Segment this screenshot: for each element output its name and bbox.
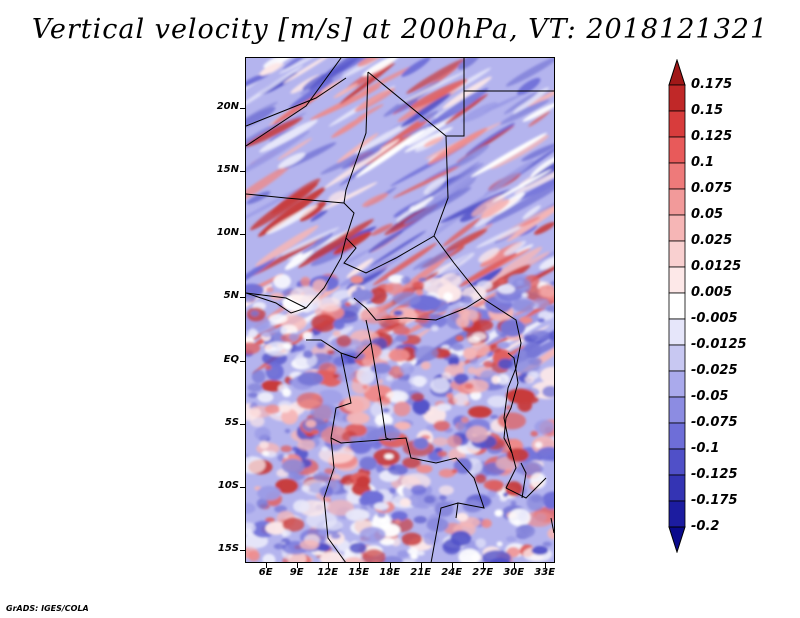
border-line (306, 319, 372, 359)
lat-tick-mark (240, 297, 245, 299)
border-line (246, 58, 342, 147)
colorbar-segment (668, 474, 686, 502)
lat-tick-label: 10S (217, 480, 239, 492)
colorbar-segment (668, 422, 686, 450)
country-borders (246, 58, 554, 562)
lat-tick-label: EQ (223, 353, 239, 365)
lat-tick-label: 15N (216, 163, 239, 175)
colorbar-label: 0.15 (691, 103, 724, 118)
lon-tick-mark (544, 563, 546, 568)
border-line (520, 462, 527, 499)
lon-tick-mark (327, 563, 329, 568)
colorbar-segment (668, 214, 686, 242)
colorbar-label: -0.2 (691, 519, 720, 534)
colorbar-label: -0.025 (691, 363, 738, 378)
colorbar-label: -0.1 (691, 441, 720, 456)
lon-tick-mark (451, 563, 453, 568)
colorbar-label: -0.175 (691, 493, 738, 508)
map-title: Vertical velocity [m/s] at 200hPa, VT: 2… (31, 14, 769, 45)
colorbar-segment (668, 266, 686, 294)
colorbar-segment (668, 318, 686, 346)
colorbar-segment (668, 188, 686, 216)
lon-tick-mark (482, 563, 484, 568)
lon-tick-label: 9E (289, 567, 304, 578)
colorbar-segment (668, 500, 686, 528)
colorbar-label: 0.005 (691, 285, 733, 300)
colorbar-label: -0.005 (691, 311, 738, 326)
lat-tick-mark (240, 423, 245, 425)
colorbar-label: 0.125 (691, 129, 733, 144)
lon-tick-mark (358, 563, 360, 568)
footer-credit: GrADS: IGES/COLA (6, 604, 89, 613)
lat-tick-label: 5S (224, 416, 239, 428)
lon-tick-mark (513, 563, 515, 568)
colorbar-segment (668, 370, 686, 398)
lon-tick-label: 15E (348, 567, 370, 578)
velocity-field (246, 58, 554, 562)
lon-tick-mark (296, 563, 298, 568)
border-line (246, 292, 307, 309)
border-line (481, 297, 522, 489)
colorbar-segment (668, 162, 686, 190)
lat-tick-label: 15S (217, 543, 239, 555)
border-line (246, 237, 347, 314)
colorbar-label: 0.175 (691, 77, 733, 92)
colorbar-label: -0.075 (691, 415, 738, 430)
colorbar-segment (668, 240, 686, 268)
lat-tick-mark (240, 234, 245, 236)
border-line (430, 502, 459, 562)
map-plot-area (245, 57, 555, 563)
lat-tick-label: 10N (216, 227, 239, 239)
lon-tick-label: 30E (503, 567, 525, 578)
colorbar-label: 0.1 (691, 155, 715, 170)
colorbar-max-arrow (668, 59, 686, 86)
colorbar-segment (668, 292, 686, 320)
colorbar-label: 0.05 (691, 207, 724, 222)
border-line (505, 477, 547, 499)
colorbar-label: 0.075 (691, 181, 733, 196)
lon-tick-label: 12E (317, 567, 339, 578)
lon-tick-label: 33E (534, 567, 556, 578)
lat-tick-mark (240, 107, 245, 109)
border-line (367, 58, 465, 137)
lon-tick-label: 18E (379, 567, 401, 578)
lon-tick-label: 6E (258, 567, 273, 578)
border-line (330, 437, 485, 519)
colorbar-label: 0.0125 (691, 259, 742, 274)
border-line (323, 437, 346, 562)
colorbar-label: -0.0125 (691, 337, 747, 352)
lon-tick-label: 27E (472, 567, 494, 578)
lon-tick-mark (265, 563, 267, 568)
colorbar-segment (668, 344, 686, 372)
lat-tick-mark (240, 360, 245, 362)
border-line (343, 71, 369, 204)
lat-tick-label: 5N (223, 290, 239, 302)
lat-tick-mark (240, 550, 245, 552)
colorbar-graphic (668, 59, 686, 553)
border-line (550, 517, 554, 534)
colorbar-label: 0.025 (691, 233, 733, 248)
lat-tick-mark (240, 487, 245, 489)
lon-tick-mark (389, 563, 391, 568)
colorbar-segment (668, 136, 686, 164)
lat-tick-mark (240, 170, 245, 172)
border-line (330, 352, 352, 439)
convective-cells (246, 273, 554, 562)
colorbar-segment (668, 396, 686, 424)
colorbar-segment (668, 110, 686, 138)
colorbar-label: -0.05 (691, 389, 729, 404)
border-line (246, 193, 483, 321)
colorbar-label: -0.125 (691, 467, 738, 482)
lat-tick-label: 20N (216, 100, 239, 112)
colorbar-segment (668, 84, 686, 112)
colorbar-min-arrow (668, 526, 686, 553)
lon-tick-label: 24E (441, 567, 463, 578)
colorbar-segment (668, 448, 686, 476)
lon-tick-label: 21E (410, 567, 432, 578)
border-line (433, 135, 449, 237)
border-line (503, 352, 519, 454)
border-line (246, 77, 347, 127)
lon-tick-mark (420, 563, 422, 568)
